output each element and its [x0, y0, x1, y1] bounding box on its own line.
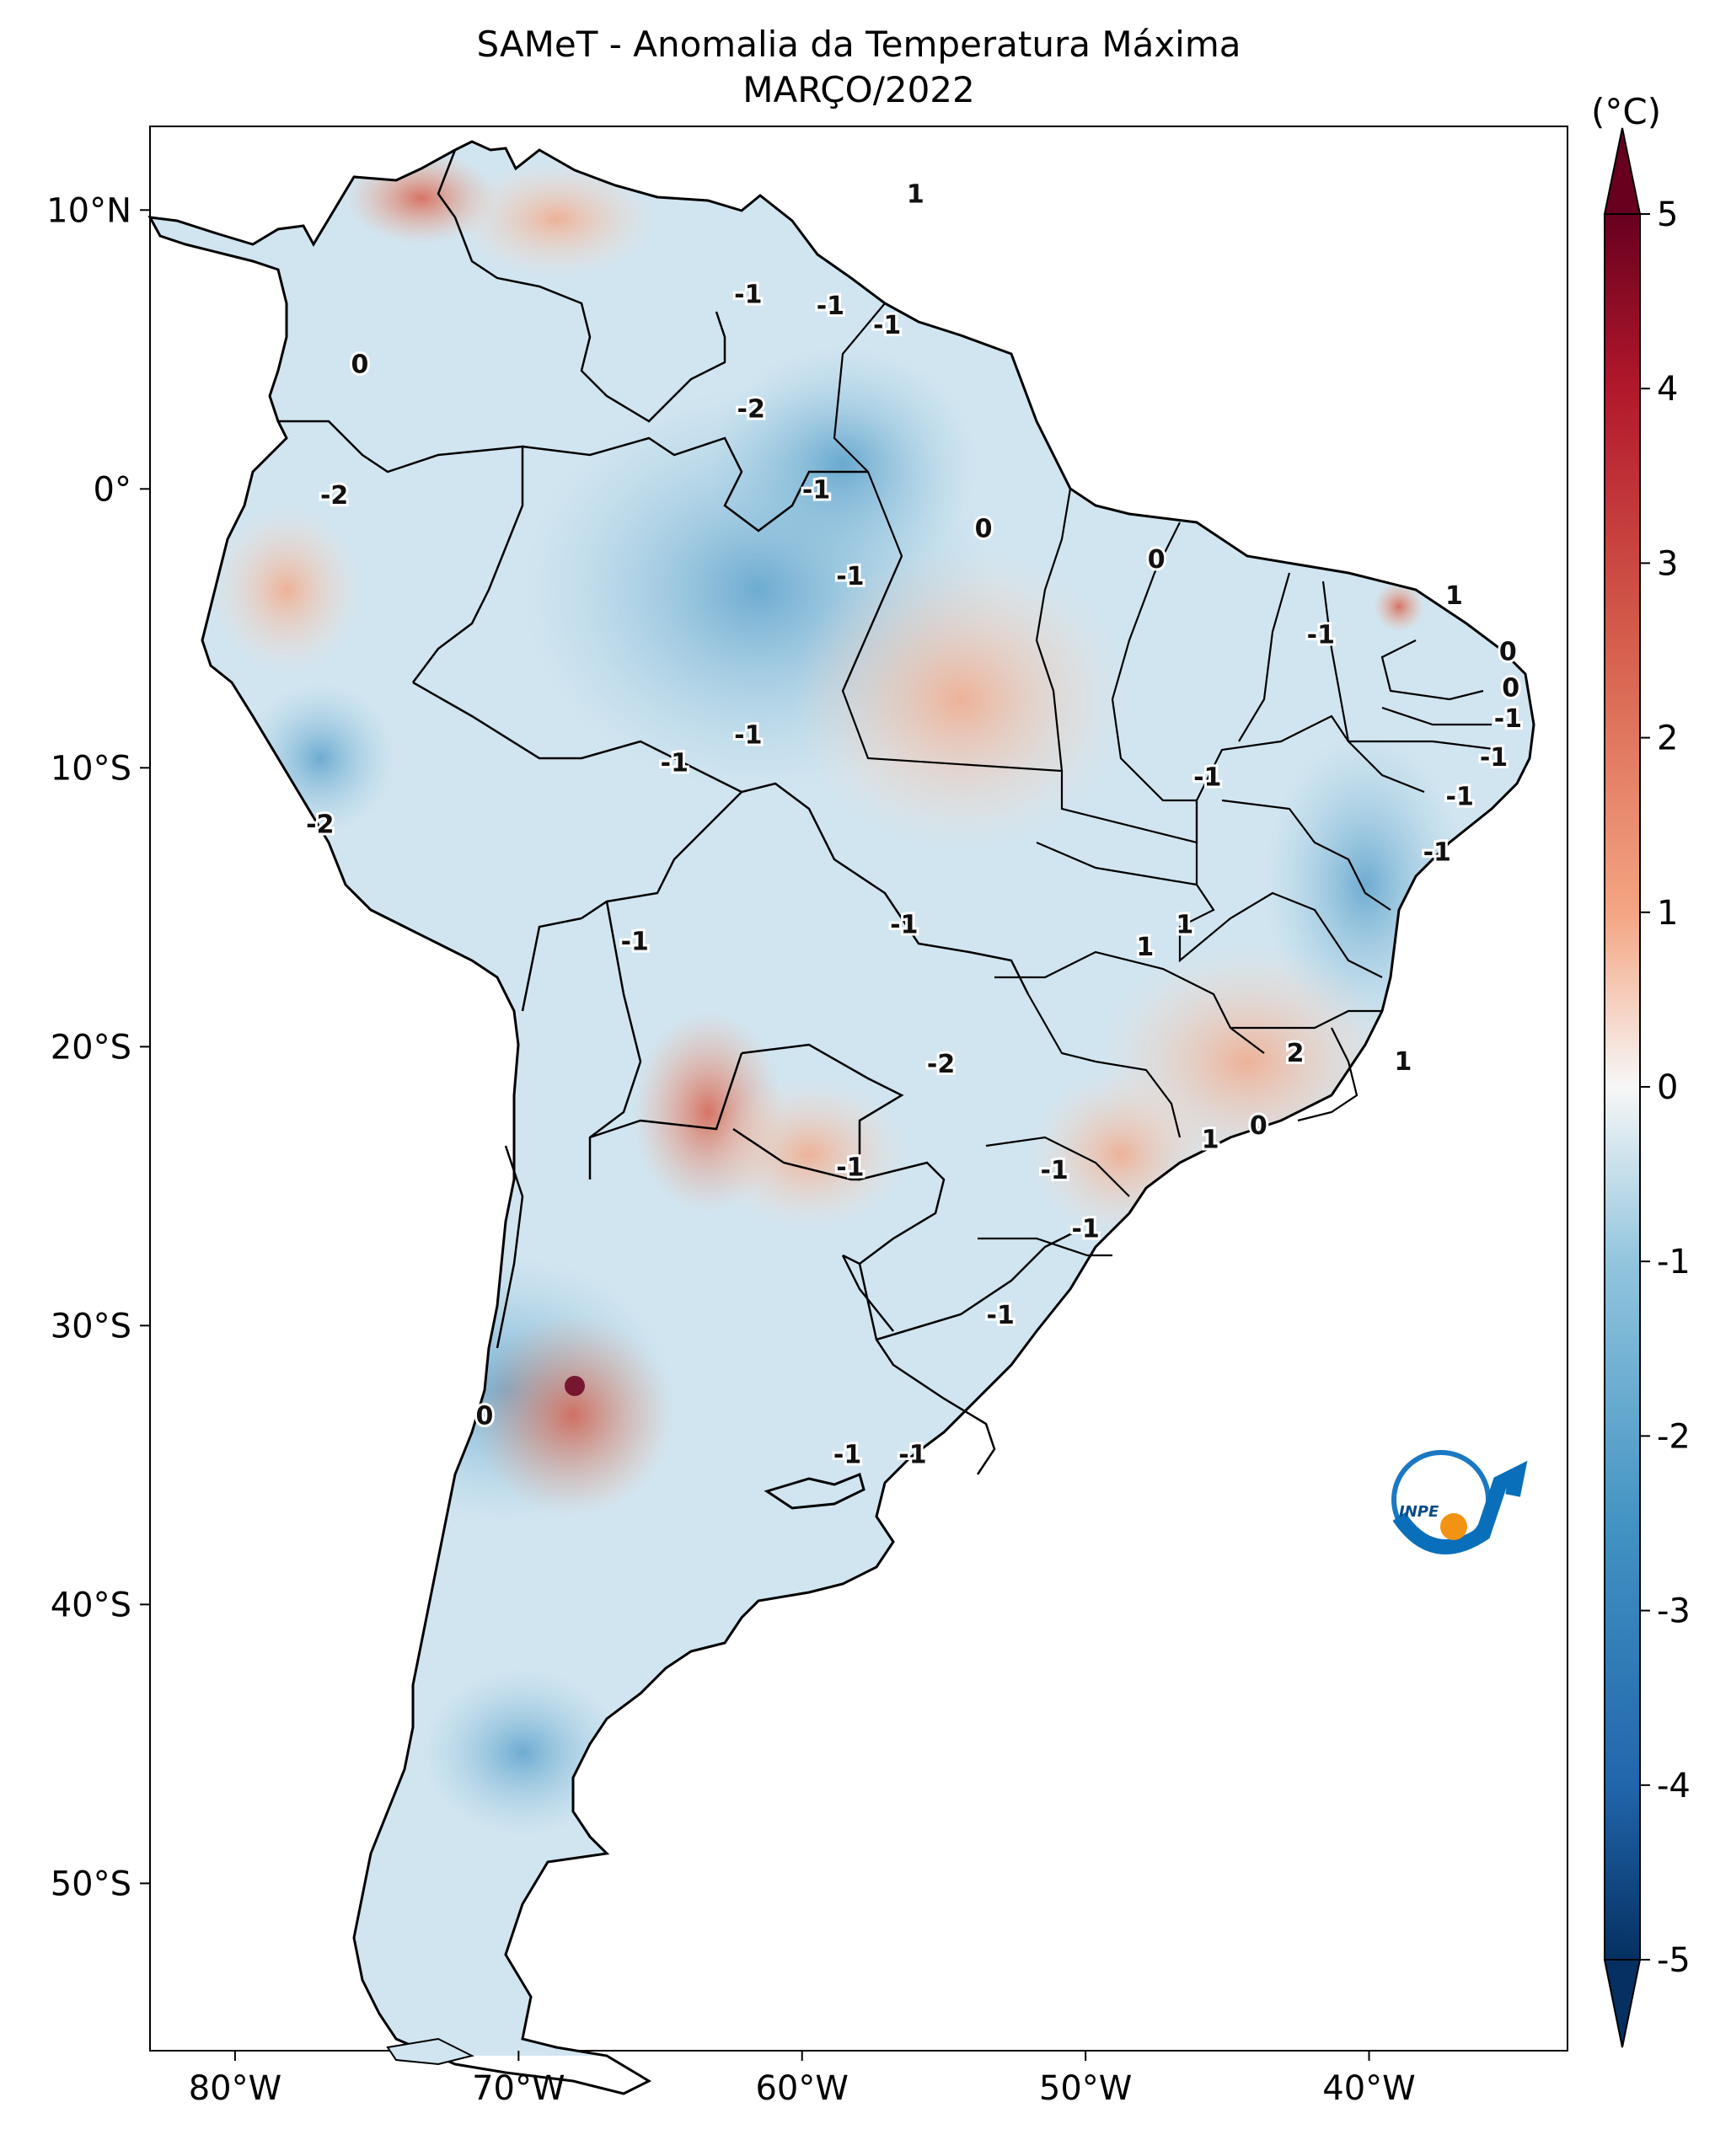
inpe-logo-icon: INPE: [1391, 1450, 1528, 1554]
colorbar: 5 4 3 2 1 0 -1 -2 -3 -4 -5: [1603, 127, 1691, 2048]
y-tick-label: 20°S: [51, 1028, 131, 1067]
contour-label: -1: [661, 749, 689, 778]
colorbar-tick-label: 5: [1657, 195, 1678, 234]
y-tick-label: 30°S: [51, 1307, 131, 1345]
contour-label: 0: [975, 515, 993, 544]
contour-label: 0: [1148, 545, 1166, 575]
y-axis: 10°N 0° 10°S 20°S 30°S 40°S 50°S: [46, 191, 150, 1903]
contour-label: 1: [1445, 581, 1463, 611]
contour-label: 0: [351, 350, 368, 379]
svg-text:INPE: INPE: [1399, 1503, 1439, 1521]
contour-label: -1: [1193, 762, 1221, 792]
contour-label: -1: [621, 928, 649, 957]
contour-label: -2: [306, 811, 334, 840]
x-tick-label: 80°W: [189, 2069, 281, 2108]
colorbar-tick-label: -5: [1657, 1941, 1691, 1980]
contour-label: 1: [907, 179, 924, 209]
contour-label: -1: [1423, 838, 1451, 868]
contour-label: 0: [1502, 673, 1519, 703]
x-tick-label: 50°W: [1039, 2069, 1132, 2108]
contour-label: -1: [1071, 1215, 1099, 1244]
contour-label: -1: [1494, 704, 1522, 734]
contour-label: -1: [1307, 620, 1335, 650]
contour-label: 0: [1499, 637, 1517, 666]
colorbar-tick-label: 1: [1657, 894, 1678, 933]
contour-label: 0: [1250, 1111, 1267, 1141]
contour-label: -1: [1040, 1156, 1068, 1185]
x-axis: 80°W 70°W 60°W 50°W 40°W: [189, 2051, 1416, 2108]
contour-label: -2: [737, 394, 765, 424]
map-subtitle: MARÇO/2022: [742, 69, 975, 110]
contour-label: -1: [898, 1441, 926, 1470]
contour-label: 1: [1176, 911, 1193, 940]
contour-label: -1: [890, 911, 918, 940]
contour-label: -1: [734, 721, 762, 751]
x-tick-label: 60°W: [755, 2069, 848, 2108]
colorbar-tick-label: 2: [1657, 720, 1678, 758]
contour-label: 1: [1136, 933, 1154, 962]
contour-label: 2: [1287, 1039, 1305, 1068]
contour-label: -1: [987, 1301, 1015, 1330]
colorbar-unit: (°C): [1591, 91, 1662, 132]
colorbar-tick-label: 3: [1657, 544, 1678, 583]
y-tick-label: 10°S: [51, 749, 131, 788]
colorbar-tick-label: -1: [1657, 1243, 1691, 1281]
x-tick-label: 70°W: [472, 2069, 565, 2108]
contour-label: -1: [873, 311, 901, 340]
contour-label: 0: [476, 1401, 494, 1431]
colorbar-tick-label: -3: [1657, 1592, 1691, 1631]
contour-label: -1: [833, 1441, 861, 1470]
colorbar-extend-max: [1603, 127, 1642, 215]
contour-label: -2: [927, 1050, 955, 1079]
contour-label: -1: [1480, 743, 1508, 773]
colorbar-gradient: [1605, 214, 1640, 1960]
contour-label: -1: [802, 475, 830, 505]
map-title: SAMeT - Anomalia da Temperatura Máxima: [476, 24, 1241, 65]
colorbar-tick-label: -4: [1657, 1767, 1691, 1806]
colorbar-extend-min: [1603, 1959, 1642, 2048]
falkland-islands: [764, 1472, 866, 1510]
contour-label: 1: [1394, 1047, 1412, 1077]
contour-label: -1: [817, 292, 844, 321]
colorbar-tick-label: -2: [1657, 1417, 1691, 1456]
y-tick-label: 0°: [94, 470, 131, 509]
colorbar-tick-label: 4: [1657, 370, 1678, 409]
colorbar-tick-label: 0: [1657, 1068, 1678, 1107]
contour-labels: 10-1 -1-1-2-2 -10-101-100-1-1-1-1-1-1-2-1-…: [303, 177, 1525, 1472]
contour-label: -1: [734, 281, 762, 310]
y-tick-label: 10°N: [46, 191, 131, 230]
y-tick-label: 40°S: [51, 1586, 131, 1624]
country-borders: [278, 149, 1080, 1475]
tierra-del-fuego: [386, 2037, 474, 2066]
contour-label: -2: [320, 481, 348, 511]
state-borders: [833, 302, 1501, 1257]
contour-label: -1: [836, 1153, 864, 1183]
contour-label: 1: [1202, 1126, 1219, 1155]
y-tick-label: 50°S: [51, 1864, 131, 1903]
contour-label: -1: [1446, 782, 1474, 811]
contour-label: -1: [836, 562, 864, 591]
x-tick-label: 40°W: [1322, 2069, 1415, 2108]
